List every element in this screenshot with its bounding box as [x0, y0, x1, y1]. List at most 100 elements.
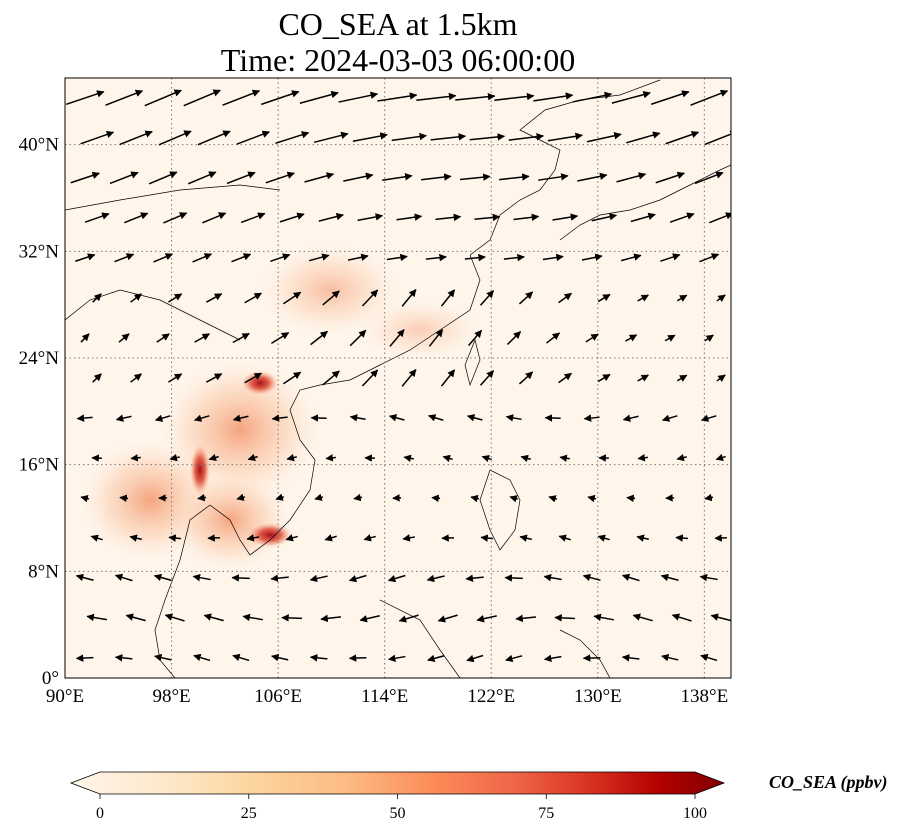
- wind-arrow: [425, 253, 447, 262]
- wind-arrow: [156, 333, 170, 343]
- wind-arrow: [197, 130, 231, 146]
- wind-arrow: [593, 613, 614, 622]
- wind-arrow: [308, 253, 330, 262]
- wind-arrow: [480, 534, 493, 542]
- wind-vectors: [65, 89, 731, 663]
- wind-arrow: [282, 371, 302, 385]
- wind-arrow: [208, 453, 219, 462]
- wind-arrow: [281, 614, 303, 622]
- wind-arrow: [168, 373, 183, 383]
- wind-arrow: [164, 613, 185, 622]
- wind-arrow: [465, 574, 484, 582]
- wind-arrow: [352, 132, 388, 143]
- wind-arrow: [232, 653, 250, 662]
- wind-arrow: [382, 173, 413, 182]
- wind-arrow: [75, 654, 94, 662]
- wind-arrow: [699, 253, 720, 263]
- wind-arrow: [427, 654, 445, 663]
- wind-arrow: [442, 454, 453, 463]
- wind-arrow: [533, 92, 574, 102]
- wind-arrow: [86, 613, 107, 622]
- wind-arrow: [357, 213, 384, 222]
- wind-arrow: [694, 171, 724, 185]
- wind-arrow: [620, 253, 642, 262]
- lat-tick-label: 24°N: [19, 348, 60, 369]
- colorbar-tick-label: 25: [241, 805, 257, 822]
- wind-arrow: [626, 131, 661, 144]
- wind-arrow: [65, 90, 105, 105]
- wind-arrow: [130, 293, 142, 303]
- wind-arrow: [282, 291, 302, 305]
- wind-arrow: [322, 290, 340, 306]
- wind-arrow: [591, 213, 618, 222]
- wind-arrow: [310, 330, 329, 346]
- wind-arrow: [154, 653, 172, 662]
- wind-arrow: [193, 653, 211, 662]
- lat-tick-label: 0°: [42, 668, 59, 689]
- lon-tick-label: 138°E: [681, 686, 729, 707]
- wind-arrow: [158, 130, 192, 146]
- wind-arrow: [509, 495, 519, 503]
- wind-arrow: [505, 654, 523, 663]
- map-background: [65, 78, 731, 678]
- wind-arrow: [363, 534, 376, 542]
- wind-arrow: [474, 213, 501, 222]
- wind-arrow: [226, 171, 256, 185]
- wind-arrow: [547, 132, 583, 142]
- wind-arrow: [153, 253, 174, 263]
- map-title: CO_SEA at 1.5km: [278, 6, 518, 42]
- wind-arrow: [503, 253, 525, 262]
- wind-arrow: [80, 130, 115, 145]
- wind-arrow: [481, 454, 492, 463]
- wind-arrow: [183, 89, 221, 107]
- wind-arrow: [543, 573, 562, 582]
- wind-arrow: [271, 653, 289, 662]
- wind-arrow: [192, 253, 213, 263]
- wind-arrow: [349, 414, 366, 422]
- wind-arrow: [168, 534, 181, 542]
- wind-arrow: [124, 212, 149, 224]
- wind-arrow: [129, 534, 142, 542]
- wind-arrow: [361, 369, 379, 387]
- wind-arrow: [676, 453, 687, 462]
- wind-arrow: [467, 329, 483, 347]
- wind-arrow: [271, 414, 288, 422]
- wind-arrow: [676, 294, 688, 302]
- wind-arrow: [387, 574, 406, 583]
- wind-arrow: [479, 370, 495, 386]
- lon-tick-label: 90°E: [46, 686, 84, 707]
- map-frame: [64, 77, 732, 679]
- wind-arrow: [704, 130, 731, 146]
- wind-arrow: [347, 253, 369, 261]
- axis-ticks: 90°E 98°E 106°E 114°E 122°E 130°E 138°E 0° 8°N 16…: [19, 135, 729, 707]
- wind-arrow: [479, 290, 495, 306]
- wind-arrow: [205, 373, 223, 383]
- wind-arrow: [153, 573, 172, 582]
- wind-arrow: [80, 333, 90, 343]
- wind-arrow: [700, 414, 717, 422]
- wind-arrow: [261, 90, 300, 106]
- wind-arrow: [621, 654, 640, 662]
- wind-arrow: [469, 133, 506, 141]
- wind-arrow: [616, 172, 647, 183]
- wind-arrow: [398, 614, 419, 623]
- wind-arrow: [359, 615, 380, 623]
- wind-arrow: [236, 493, 246, 501]
- wind-arrow: [506, 331, 522, 345]
- wind-arrow: [377, 92, 418, 102]
- wind-arrow: [270, 574, 289, 582]
- wind-arrow: [515, 614, 537, 623]
- wind-arrow: [538, 173, 569, 181]
- colorbar-tick-label: 50: [390, 805, 406, 822]
- wind-arrow: [625, 334, 638, 342]
- wind-arrow: [544, 414, 561, 422]
- wind-arrow: [704, 493, 714, 502]
- lon-tick-label: 130°E: [574, 686, 622, 707]
- wind-arrow: [202, 212, 227, 224]
- wind-arrow: [401, 369, 417, 387]
- wind-arrow: [664, 334, 676, 342]
- wind-arrow: [391, 132, 427, 142]
- wind-arrow: [518, 291, 534, 305]
- wind-arrow: [554, 614, 576, 622]
- wind-arrow: [421, 173, 452, 181]
